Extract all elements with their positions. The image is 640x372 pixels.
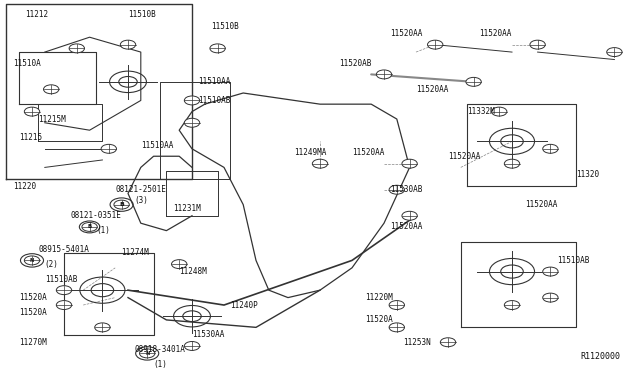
Text: 11274M: 11274M: [122, 248, 149, 257]
Text: 11270M: 11270M: [19, 338, 47, 347]
Text: (1): (1): [154, 360, 168, 369]
Text: B: B: [88, 224, 92, 230]
Circle shape: [504, 159, 520, 168]
Text: 11520A: 11520A: [365, 315, 392, 324]
Circle shape: [543, 267, 558, 276]
Text: 11520A: 11520A: [19, 293, 47, 302]
Text: 11520AA: 11520AA: [448, 152, 481, 161]
Circle shape: [172, 260, 187, 269]
Text: 11510AA: 11510AA: [198, 77, 231, 86]
Text: 08121-0351E: 08121-0351E: [70, 211, 121, 220]
Circle shape: [95, 323, 110, 332]
Circle shape: [428, 40, 443, 49]
Text: 11520AA: 11520AA: [352, 148, 385, 157]
Text: 11520AA: 11520AA: [525, 200, 557, 209]
Text: 11240P: 11240P: [230, 301, 258, 310]
Circle shape: [466, 77, 481, 86]
Text: 11249MA: 11249MA: [294, 148, 327, 157]
Text: 11332M: 11332M: [467, 107, 495, 116]
Circle shape: [312, 159, 328, 168]
Text: 11510AB: 11510AB: [557, 256, 589, 265]
Circle shape: [44, 85, 59, 94]
Text: 11510B: 11510B: [211, 22, 239, 31]
Text: 11248M: 11248M: [179, 267, 207, 276]
Circle shape: [543, 144, 558, 153]
Circle shape: [389, 185, 404, 194]
Text: (3): (3): [134, 196, 148, 205]
Text: 11220M: 11220M: [365, 293, 392, 302]
Circle shape: [504, 301, 520, 310]
Text: 11510B: 11510B: [128, 10, 156, 19]
Circle shape: [56, 301, 72, 310]
Circle shape: [184, 341, 200, 350]
Text: 11530AA: 11530AA: [192, 330, 225, 339]
Text: 08121-2501E: 08121-2501E: [115, 185, 166, 194]
Text: 11510AB: 11510AB: [45, 275, 77, 283]
Circle shape: [184, 118, 200, 127]
Text: 11215M: 11215M: [38, 115, 66, 124]
Text: R1120000: R1120000: [581, 352, 621, 361]
Circle shape: [114, 200, 129, 209]
Text: 08918-3401A: 08918-3401A: [134, 345, 185, 354]
Text: 11530AB: 11530AB: [390, 185, 423, 194]
Text: 11520AA: 11520AA: [416, 85, 449, 94]
Circle shape: [376, 70, 392, 79]
Text: 11320: 11320: [576, 170, 599, 179]
Circle shape: [492, 107, 507, 116]
Text: 08915-5401A: 08915-5401A: [38, 245, 89, 254]
Circle shape: [607, 48, 622, 57]
Text: N: N: [145, 351, 149, 356]
Text: 11520A: 11520A: [19, 308, 47, 317]
Circle shape: [24, 256, 40, 265]
Circle shape: [56, 286, 72, 295]
Text: 11215: 11215: [19, 133, 42, 142]
Text: 11520AA: 11520AA: [390, 29, 423, 38]
Circle shape: [82, 222, 97, 231]
Circle shape: [389, 323, 404, 332]
Text: 11510AB: 11510AB: [198, 96, 231, 105]
Text: N: N: [30, 258, 34, 263]
Text: 11510AA: 11510AA: [141, 141, 173, 150]
Circle shape: [440, 338, 456, 347]
Text: 11231M: 11231M: [173, 204, 200, 213]
Text: (2): (2): [45, 260, 59, 269]
Text: 11520AB: 11520AB: [339, 59, 372, 68]
Circle shape: [69, 44, 84, 53]
Circle shape: [543, 293, 558, 302]
Text: 11520AA: 11520AA: [479, 29, 512, 38]
Text: (1): (1): [96, 226, 110, 235]
Circle shape: [402, 211, 417, 220]
Text: 11510A: 11510A: [13, 59, 40, 68]
Circle shape: [184, 96, 200, 105]
Text: 11220: 11220: [13, 182, 36, 190]
Circle shape: [140, 349, 155, 358]
Circle shape: [210, 44, 225, 53]
Text: 11253N: 11253N: [403, 338, 431, 347]
Circle shape: [530, 40, 545, 49]
Text: 11212: 11212: [26, 10, 49, 19]
Circle shape: [101, 144, 116, 153]
Text: 11520AA: 11520AA: [390, 222, 423, 231]
Text: B: B: [119, 202, 124, 207]
Circle shape: [389, 301, 404, 310]
Circle shape: [120, 40, 136, 49]
Circle shape: [24, 107, 40, 116]
Circle shape: [402, 159, 417, 168]
